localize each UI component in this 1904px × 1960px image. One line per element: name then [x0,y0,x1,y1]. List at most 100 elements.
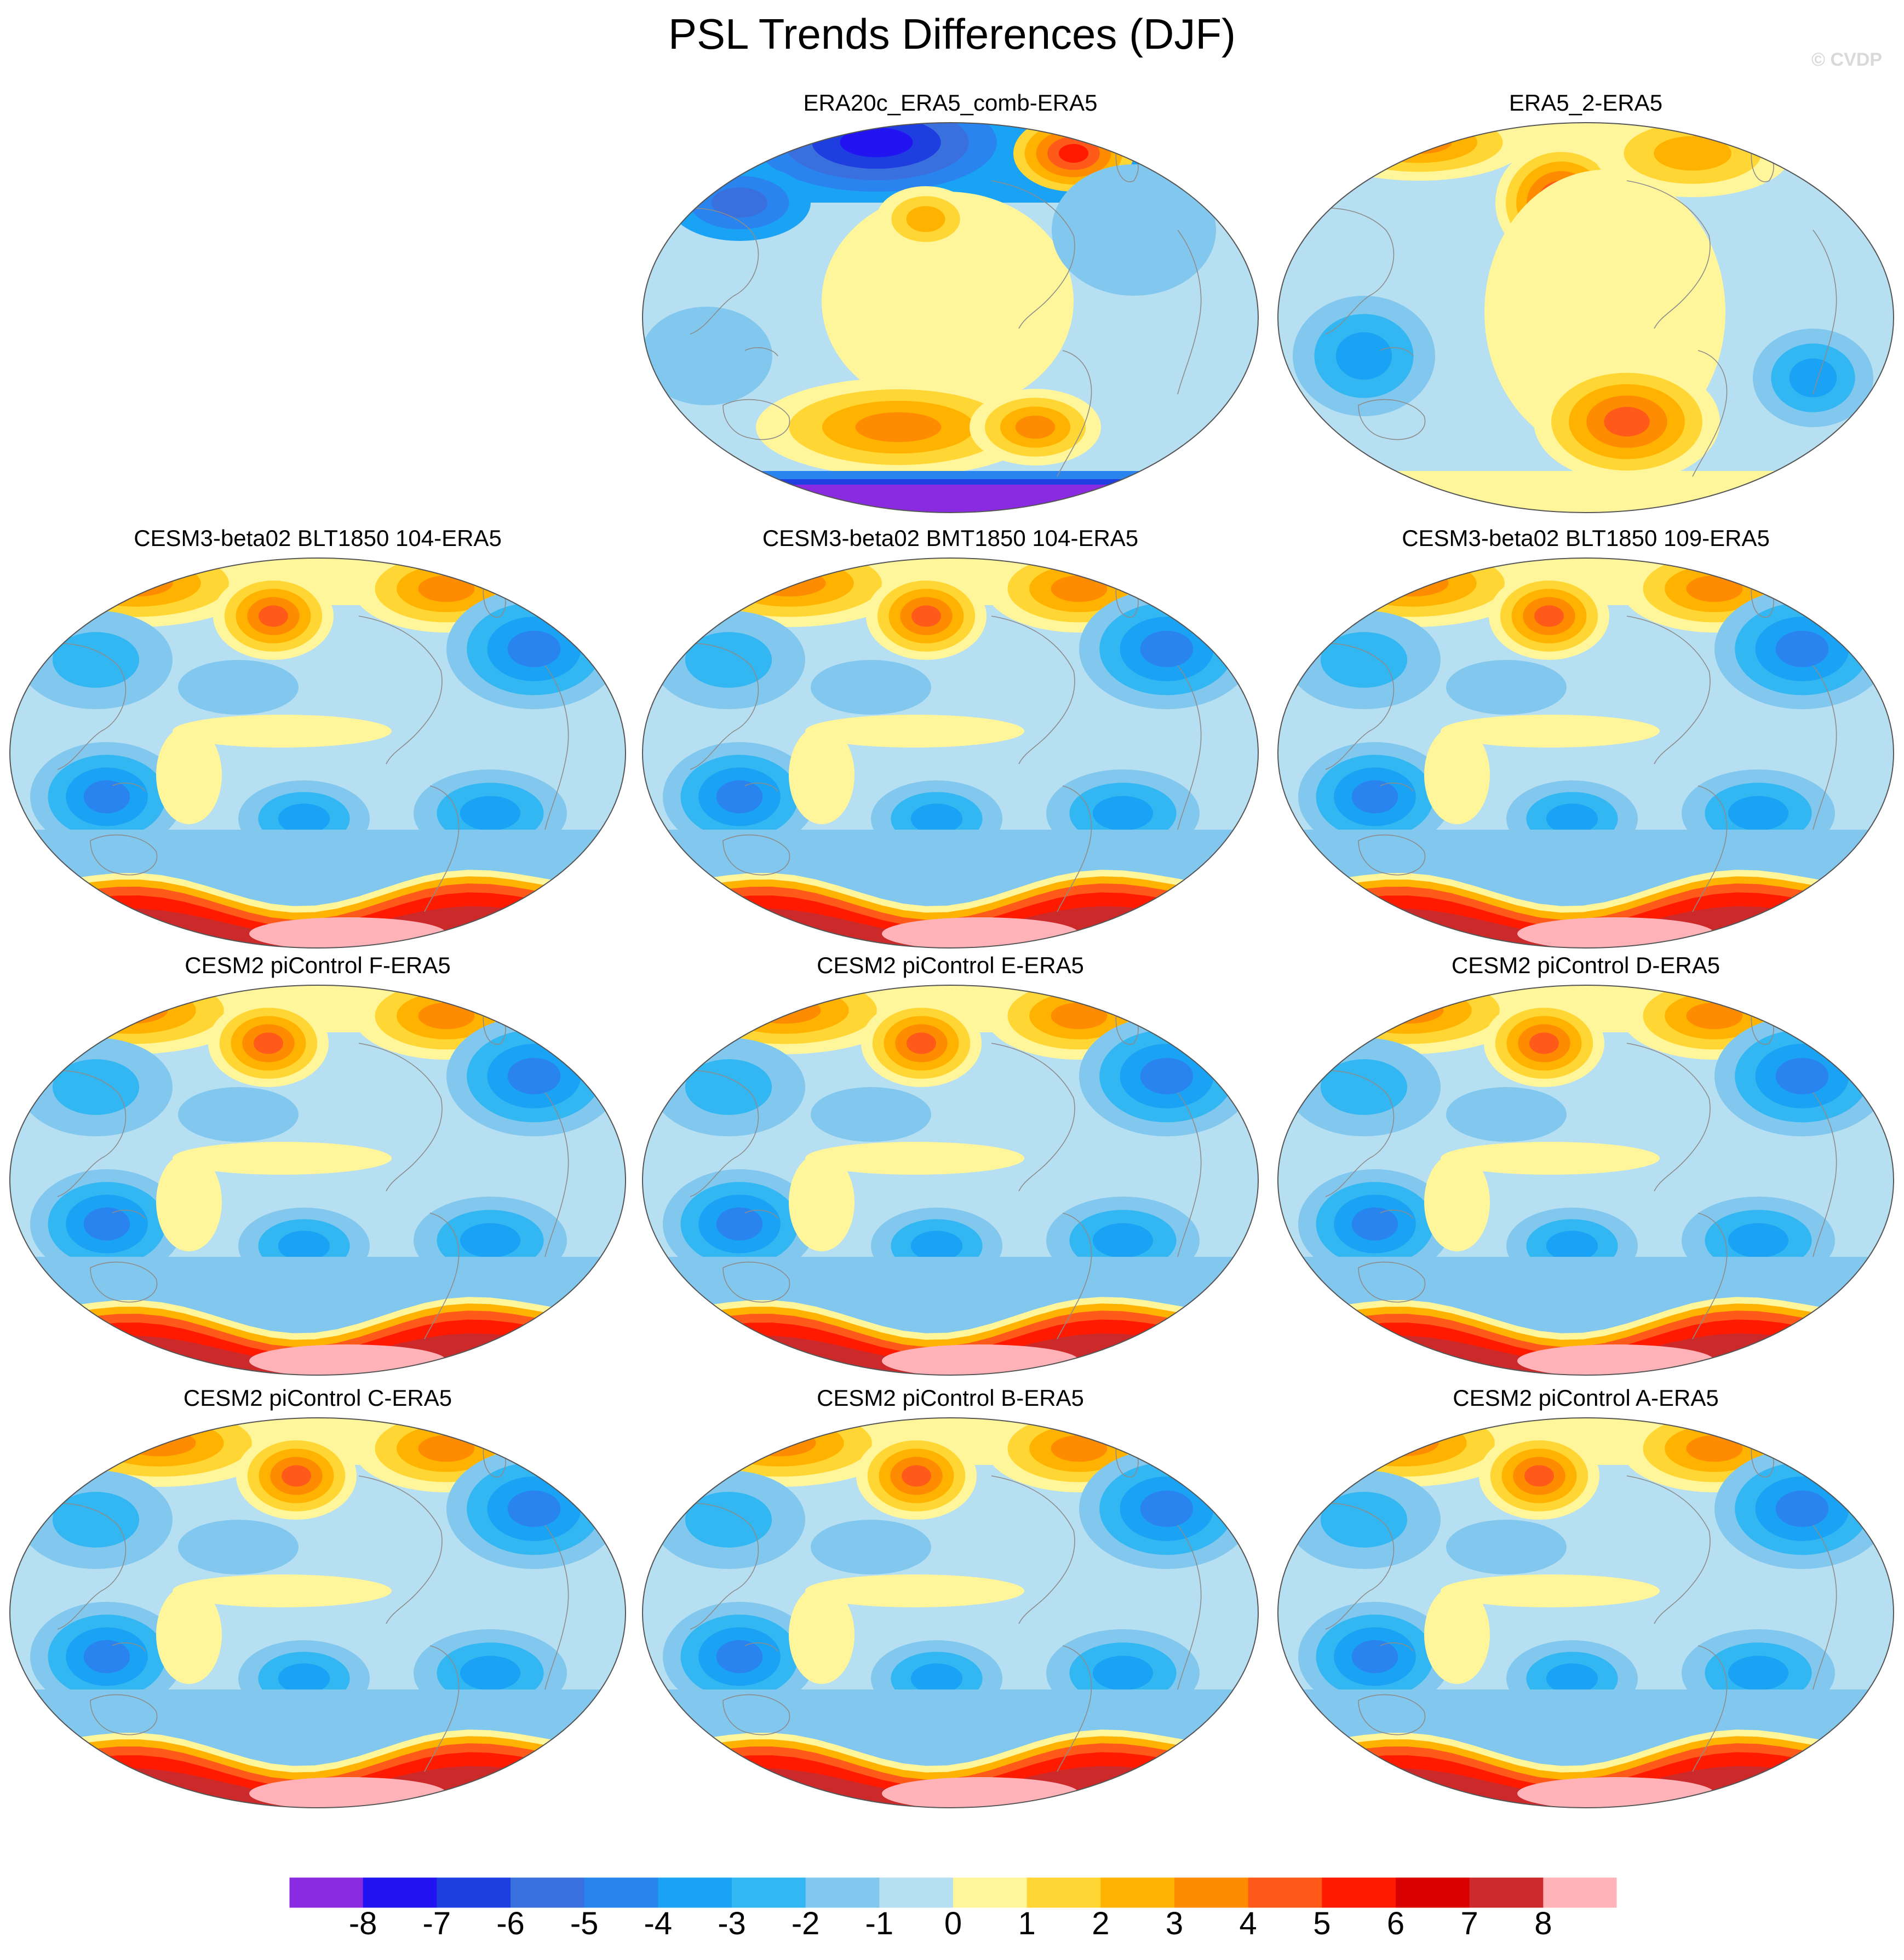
map-boundary [9,1417,626,1808]
cvdp-watermark: © CVDP [1811,49,1882,70]
panel-title: CESM2 piControl B-ERA5 [817,1385,1084,1411]
colorbar-swatch [1396,1877,1470,1908]
north-pacific-high-anomaly [1479,1432,1599,1520]
map-panel: ERA20c_ERA5_comb-ERA5 [641,88,1260,515]
coastlines [30,577,569,912]
southern-negative-band [10,1689,626,1772]
robinson-map [642,985,1259,1376]
map-panel: CESM2 piControl F-ERA5 [8,950,627,1377]
north-atlantic-low-anomaly [1714,1016,1890,1136]
north-pacific-high-anomaly [213,572,334,660]
map-field [643,123,1258,513]
colorbar-tick-label: 8 [1534,1906,1552,1941]
australia-positive-patch [789,1153,854,1251]
southern-negative-band [643,1257,1258,1339]
map-field [1278,985,1894,1375]
map-panel: CESM2 piControl E-ERA5 [641,950,1260,1377]
robinson-map [1277,1417,1894,1808]
colorbar-swatch [363,1877,437,1908]
map-panel: CESM3-beta02 BLT1850 104-ERA5 [8,523,627,950]
colorbar-swatch [1100,1877,1175,1908]
coastlines [1298,141,1837,477]
tropical-positive-strip [1441,1142,1660,1175]
pacific-negative-patch [811,1520,931,1574]
australia-positive-patch [1424,1153,1490,1251]
pacific-negative-patch [1446,1520,1567,1574]
colorbar-tick-label: 2 [1092,1906,1110,1941]
north-atlantic-low-anomaly [1714,1449,1890,1569]
robinson-map [642,1417,1259,1808]
colorbar-tick-label: -4 [644,1906,673,1941]
tropical-positive-strip [173,1574,392,1607]
asia-low-anomaly [652,611,805,709]
colorbar-swatch [1469,1877,1544,1908]
colorbar-swatch [1174,1877,1249,1908]
tropical-positive-strip [1441,1574,1660,1607]
indian-ocean-low-anomaly [30,742,183,852]
australia-positive-patch [789,1585,854,1684]
map-boundary [1277,122,1894,513]
pacific-negative-patch [178,1087,299,1142]
panel-title: CESM3-beta02 BLT1850 104-ERA5 [134,525,502,551]
australia-positive-patch [1424,1585,1490,1684]
southern-negative-band [643,1689,1258,1772]
panel-title: CESM3-beta02 BMT1850 104-ERA5 [762,525,1139,551]
colorbar-tick-label: 1 [1018,1906,1036,1941]
south-atlantic-low-anomaly [1753,329,1873,427]
robinson-map [642,122,1259,513]
colorbar-tick-label: 5 [1313,1906,1331,1941]
colorbar-tick-label: 0 [944,1906,962,1941]
antarctic-strong-positive [882,1344,1079,1375]
asia-low-anomaly [19,1038,173,1136]
north-atlantic-low-anomaly [446,1016,622,1136]
antarctic-strong-positive [1517,1344,1714,1375]
southern-negative-band [1278,1257,1894,1339]
panel-title: CESM2 piControl A-ERA5 [1453,1385,1719,1411]
pacific-negative-patch [1446,1087,1567,1142]
colorbar-tick-label: -3 [718,1906,746,1941]
colorbar-swatch [732,1877,806,1908]
map-boundary [642,122,1259,513]
panel-title: ERA5_2-ERA5 [1509,90,1663,116]
south-pacific-high-anomaly [970,389,1101,465]
antarctic-strong-positive [882,1777,1079,1808]
panel-title: CESM2 piControl D-ERA5 [1451,952,1721,978]
north-pacific-high-anomaly [1484,999,1604,1087]
map-boundary [642,985,1259,1376]
tropical-positive-strip [173,1142,392,1175]
asia-low-anomaly [652,1470,805,1569]
south-pacific-high-anomaly [1534,361,1720,482]
coastlines [662,141,1202,477]
map-boundary [1277,985,1894,1376]
colorbar-tick-label: -1 [865,1906,894,1941]
indian-ocean-low-anomaly [30,1602,183,1711]
indian-ocean-low-anomaly [1293,296,1435,416]
north-pacific-high-anomaly [861,999,982,1087]
figure-title: PSL Trends Differences (DJF) [668,10,1236,58]
pacific-negative-patch [178,1520,299,1574]
antarctic-strong-negative [643,485,1258,513]
map-panel: CESM2 piControl B-ERA5 [641,1383,1260,1810]
colorbar-swatch [511,1877,585,1908]
coastlines [662,577,1202,912]
indian-ocean-low-anomaly [663,1602,816,1711]
indian-ocean-low-anomaly [1298,742,1452,852]
southern-ocean-high-anomaly [756,378,1041,476]
north-atlantic-low-anomaly [1079,589,1254,709]
colorbar-swatch [437,1877,511,1908]
coastlines [1298,1004,1837,1340]
pacific-negative-patch [1446,660,1567,715]
map-panel: CESM3-beta02 BMT1850 104-ERA5 [641,523,1260,950]
panel-title: ERA20c_ERA5_comb-ERA5 [803,90,1098,116]
robinson-map [9,1417,626,1808]
pacific-positive-region [822,192,1074,411]
map-panel: ERA5_2-ERA5 [1276,88,1895,515]
indian-ocean-low-anomaly [663,1169,816,1279]
colorbar-tick-label: 6 [1386,1906,1405,1941]
australia-positive-patch [156,1153,222,1251]
antarctic-strong-positive [249,1344,446,1375]
australia-positive-patch [156,726,222,824]
north-atlantic-low-anomaly [1079,1449,1254,1569]
robinson-map [642,557,1259,949]
north-pacific-high-anomaly [866,572,987,660]
